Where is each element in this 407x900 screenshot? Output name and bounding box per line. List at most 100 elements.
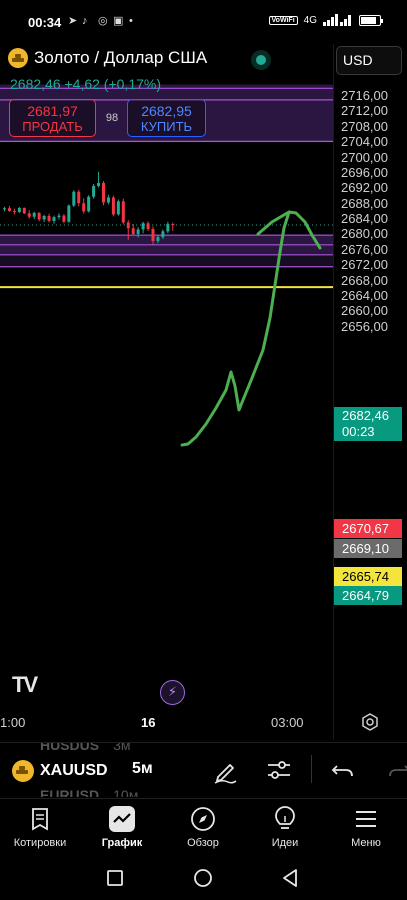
price-axis-label: 2700,00 xyxy=(341,149,388,165)
tiktok-icon: ♪ xyxy=(82,15,88,27)
status-bar: 00:34 ➤ ♪ ◎ ▣ • VoWiFi 4G xyxy=(0,0,407,44)
price-axis-label: 2680,00 xyxy=(341,226,388,242)
candle-body xyxy=(166,224,170,232)
bar-countdown: 00:23 xyxy=(342,424,375,439)
nav-quotes[interactable]: Котировки xyxy=(0,805,80,849)
ghost-interval: 3м xyxy=(113,742,131,753)
lightning-icon[interactable]: ⚡ xyxy=(160,680,185,705)
messenger-icon: ▣ xyxy=(113,15,124,27)
candle-body xyxy=(121,201,125,223)
candle-body xyxy=(67,205,71,222)
nav-overview[interactable]: Обзор xyxy=(163,805,243,849)
candle-body xyxy=(32,212,36,217)
instagram-icon: ◎ xyxy=(98,15,108,27)
nav-label: Меню xyxy=(351,837,381,849)
nav-label: Обзор xyxy=(187,837,219,849)
candle-body xyxy=(22,207,26,214)
zone-rect xyxy=(0,254,333,268)
price-axis-label: 2696,00 xyxy=(341,164,388,180)
candle-body xyxy=(57,215,61,218)
buy-button[interactable]: 2682,95 КУПИТЬ xyxy=(127,99,206,137)
nav-chart[interactable]: График xyxy=(82,805,162,849)
buy-label: КУПИТЬ xyxy=(140,119,193,134)
candle-body xyxy=(146,223,150,230)
pencil-icon[interactable] xyxy=(210,755,240,785)
candle-body xyxy=(141,223,145,230)
back-icon[interactable] xyxy=(281,868,299,888)
gold-bars-icon xyxy=(12,760,34,782)
recents-icon[interactable] xyxy=(106,869,124,887)
candle-body xyxy=(171,224,175,226)
bottom-nav: Котировки График Обзор Идеи Меню xyxy=(0,798,407,854)
price-axis-label: 2712,00 xyxy=(341,103,388,119)
price-tag-green-level: 2664,79 xyxy=(334,586,402,605)
gold-bars-icon xyxy=(8,48,28,68)
price-tag-sell-level: 2670,67 xyxy=(334,519,402,538)
current-price-value: 2682,46 xyxy=(342,408,389,423)
market-open-icon[interactable] xyxy=(251,50,271,70)
hamburger-icon xyxy=(356,811,376,827)
indicators-icon[interactable] xyxy=(264,755,294,785)
symbol-ticker: XAUUSD xyxy=(40,762,108,779)
chart-canvas[interactable] xyxy=(0,44,407,740)
ghost-symbol: HUSDUS xyxy=(40,742,100,753)
interval-button[interactable]: 5м xyxy=(132,760,153,777)
price-change: 2682,46 +4,62 (+0,17%) xyxy=(10,76,162,92)
price-axis-label: 2664,00 xyxy=(341,287,388,303)
lightbulb-icon xyxy=(275,806,295,829)
candle-body xyxy=(131,228,135,235)
vowifi-badge: VoWiFi xyxy=(268,15,298,25)
price-axis-label: 2668,00 xyxy=(341,272,388,288)
candle-body xyxy=(62,215,66,222)
candle-body xyxy=(92,185,96,197)
candle-body xyxy=(161,231,165,238)
system-nav-bar xyxy=(0,855,407,900)
sell-price: 2681,97 xyxy=(27,103,78,119)
list-icon xyxy=(32,808,48,831)
symbol-name[interactable]: Золото / Доллар США xyxy=(34,48,208,67)
home-icon[interactable] xyxy=(193,868,213,888)
current-price-tag: 2682,46 00:23 xyxy=(334,407,402,441)
sell-button[interactable]: 2681,97 ПРОДАТЬ xyxy=(9,99,96,137)
nav-ideas[interactable]: Идеи xyxy=(245,805,325,849)
undo-icon[interactable] xyxy=(328,755,358,785)
network-type: 4G xyxy=(303,14,317,26)
candle-body xyxy=(102,182,105,203)
price-chart[interactable] xyxy=(0,44,407,740)
redo-icon[interactable] xyxy=(384,755,407,785)
price-axis-label: 2688,00 xyxy=(341,195,388,211)
price-axis-label: 2704,00 xyxy=(341,134,388,150)
candle-body xyxy=(116,201,120,215)
price-axis-label: 2692,00 xyxy=(341,180,388,196)
currency-select[interactable]: USD xyxy=(336,46,402,75)
forecast-drawing xyxy=(180,210,322,447)
candle-body xyxy=(17,207,21,213)
time-label: 03:00 xyxy=(271,715,304,730)
forecast-arrowhead xyxy=(256,210,291,236)
candle-body xyxy=(151,229,155,241)
compass-icon xyxy=(191,807,215,831)
price-axis-label: 2676,00 xyxy=(341,241,388,257)
candle-body xyxy=(87,196,91,212)
price-axis-label: 2660,00 xyxy=(341,303,388,319)
nav-menu[interactable]: Меню xyxy=(326,805,406,849)
ghost-symbol: EURUSD xyxy=(40,787,100,797)
symbol-selector[interactable]: XAUUSD xyxy=(12,760,108,782)
chart-icon xyxy=(109,806,135,832)
price-axis-label: 2708,00 xyxy=(341,118,388,134)
candle-body xyxy=(136,229,140,235)
candle-body xyxy=(47,215,51,221)
symbol-header[interactable]: Золото / Доллар США xyxy=(8,48,207,68)
candle-body xyxy=(42,215,46,220)
candle-body xyxy=(106,197,110,203)
chart-toolbar: HUSDUS 3м EURUSD 10м XAUUSD 5м xyxy=(0,742,407,797)
candle-body xyxy=(126,222,130,229)
nav-label: Котировки xyxy=(13,837,67,849)
sell-label: ПРОДАТЬ xyxy=(22,119,83,134)
spread: 98 xyxy=(105,112,119,124)
time-label: 1:00 xyxy=(0,715,26,730)
gear-icon[interactable] xyxy=(361,713,379,731)
candle-body xyxy=(97,182,101,186)
price-tag-gray-level: 2669,10 xyxy=(334,539,402,558)
candle-body xyxy=(37,212,41,220)
